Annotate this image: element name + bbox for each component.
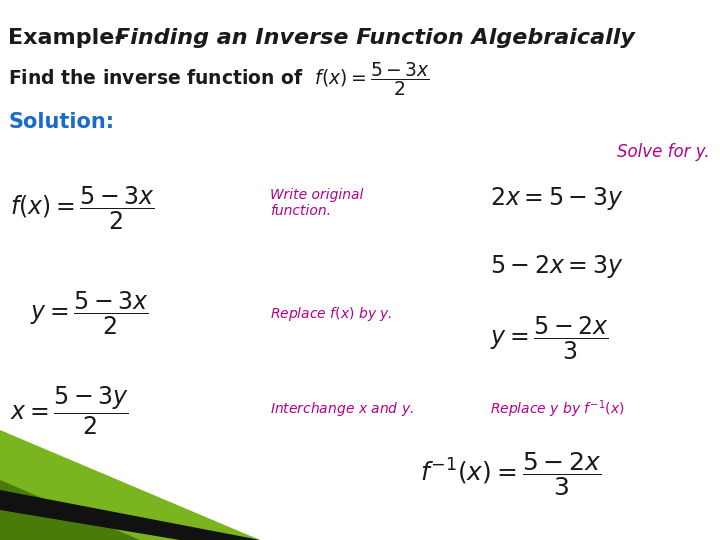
Polygon shape bbox=[0, 480, 140, 540]
Text: Write original
function.: Write original function. bbox=[270, 188, 364, 218]
Polygon shape bbox=[0, 490, 260, 540]
Text: $f^{-1}(x) = \dfrac{5-2x}{3}$: $f^{-1}(x) = \dfrac{5-2x}{3}$ bbox=[420, 450, 602, 498]
Text: $y = \dfrac{5-3x}{2}$: $y = \dfrac{5-3x}{2}$ bbox=[30, 290, 149, 338]
Polygon shape bbox=[0, 430, 260, 540]
Text: Interchange $x$ and $y$.: Interchange $x$ and $y$. bbox=[270, 400, 414, 418]
Text: Finding an Inverse Function Algebraically: Finding an Inverse Function Algebraicall… bbox=[115, 28, 635, 48]
Text: $2x = 5-3y$: $2x = 5-3y$ bbox=[490, 185, 624, 212]
Text: Solve for y.: Solve for y. bbox=[617, 143, 710, 161]
Text: Find the inverse function of  $f(x) = \dfrac{5-3x}{2}$: Find the inverse function of $f(x) = \df… bbox=[8, 60, 430, 98]
Text: Replace $f(x)$ by $y$.: Replace $f(x)$ by $y$. bbox=[270, 305, 392, 323]
Text: $5-2x = 3y$: $5-2x = 3y$ bbox=[490, 253, 624, 280]
Text: $y = \dfrac{5-2x}{3}$: $y = \dfrac{5-2x}{3}$ bbox=[490, 315, 609, 362]
Text: Solution:: Solution: bbox=[8, 112, 114, 132]
Text: Replace $y$ by $f^{-1}(x)$: Replace $y$ by $f^{-1}(x)$ bbox=[490, 398, 624, 420]
Text: $x = \dfrac{5-3y}{2}$: $x = \dfrac{5-3y}{2}$ bbox=[10, 385, 129, 437]
Text: $f(x) = \dfrac{5-3x}{2}$: $f(x) = \dfrac{5-3x}{2}$ bbox=[10, 185, 155, 232]
Text: Example–: Example– bbox=[8, 28, 125, 48]
